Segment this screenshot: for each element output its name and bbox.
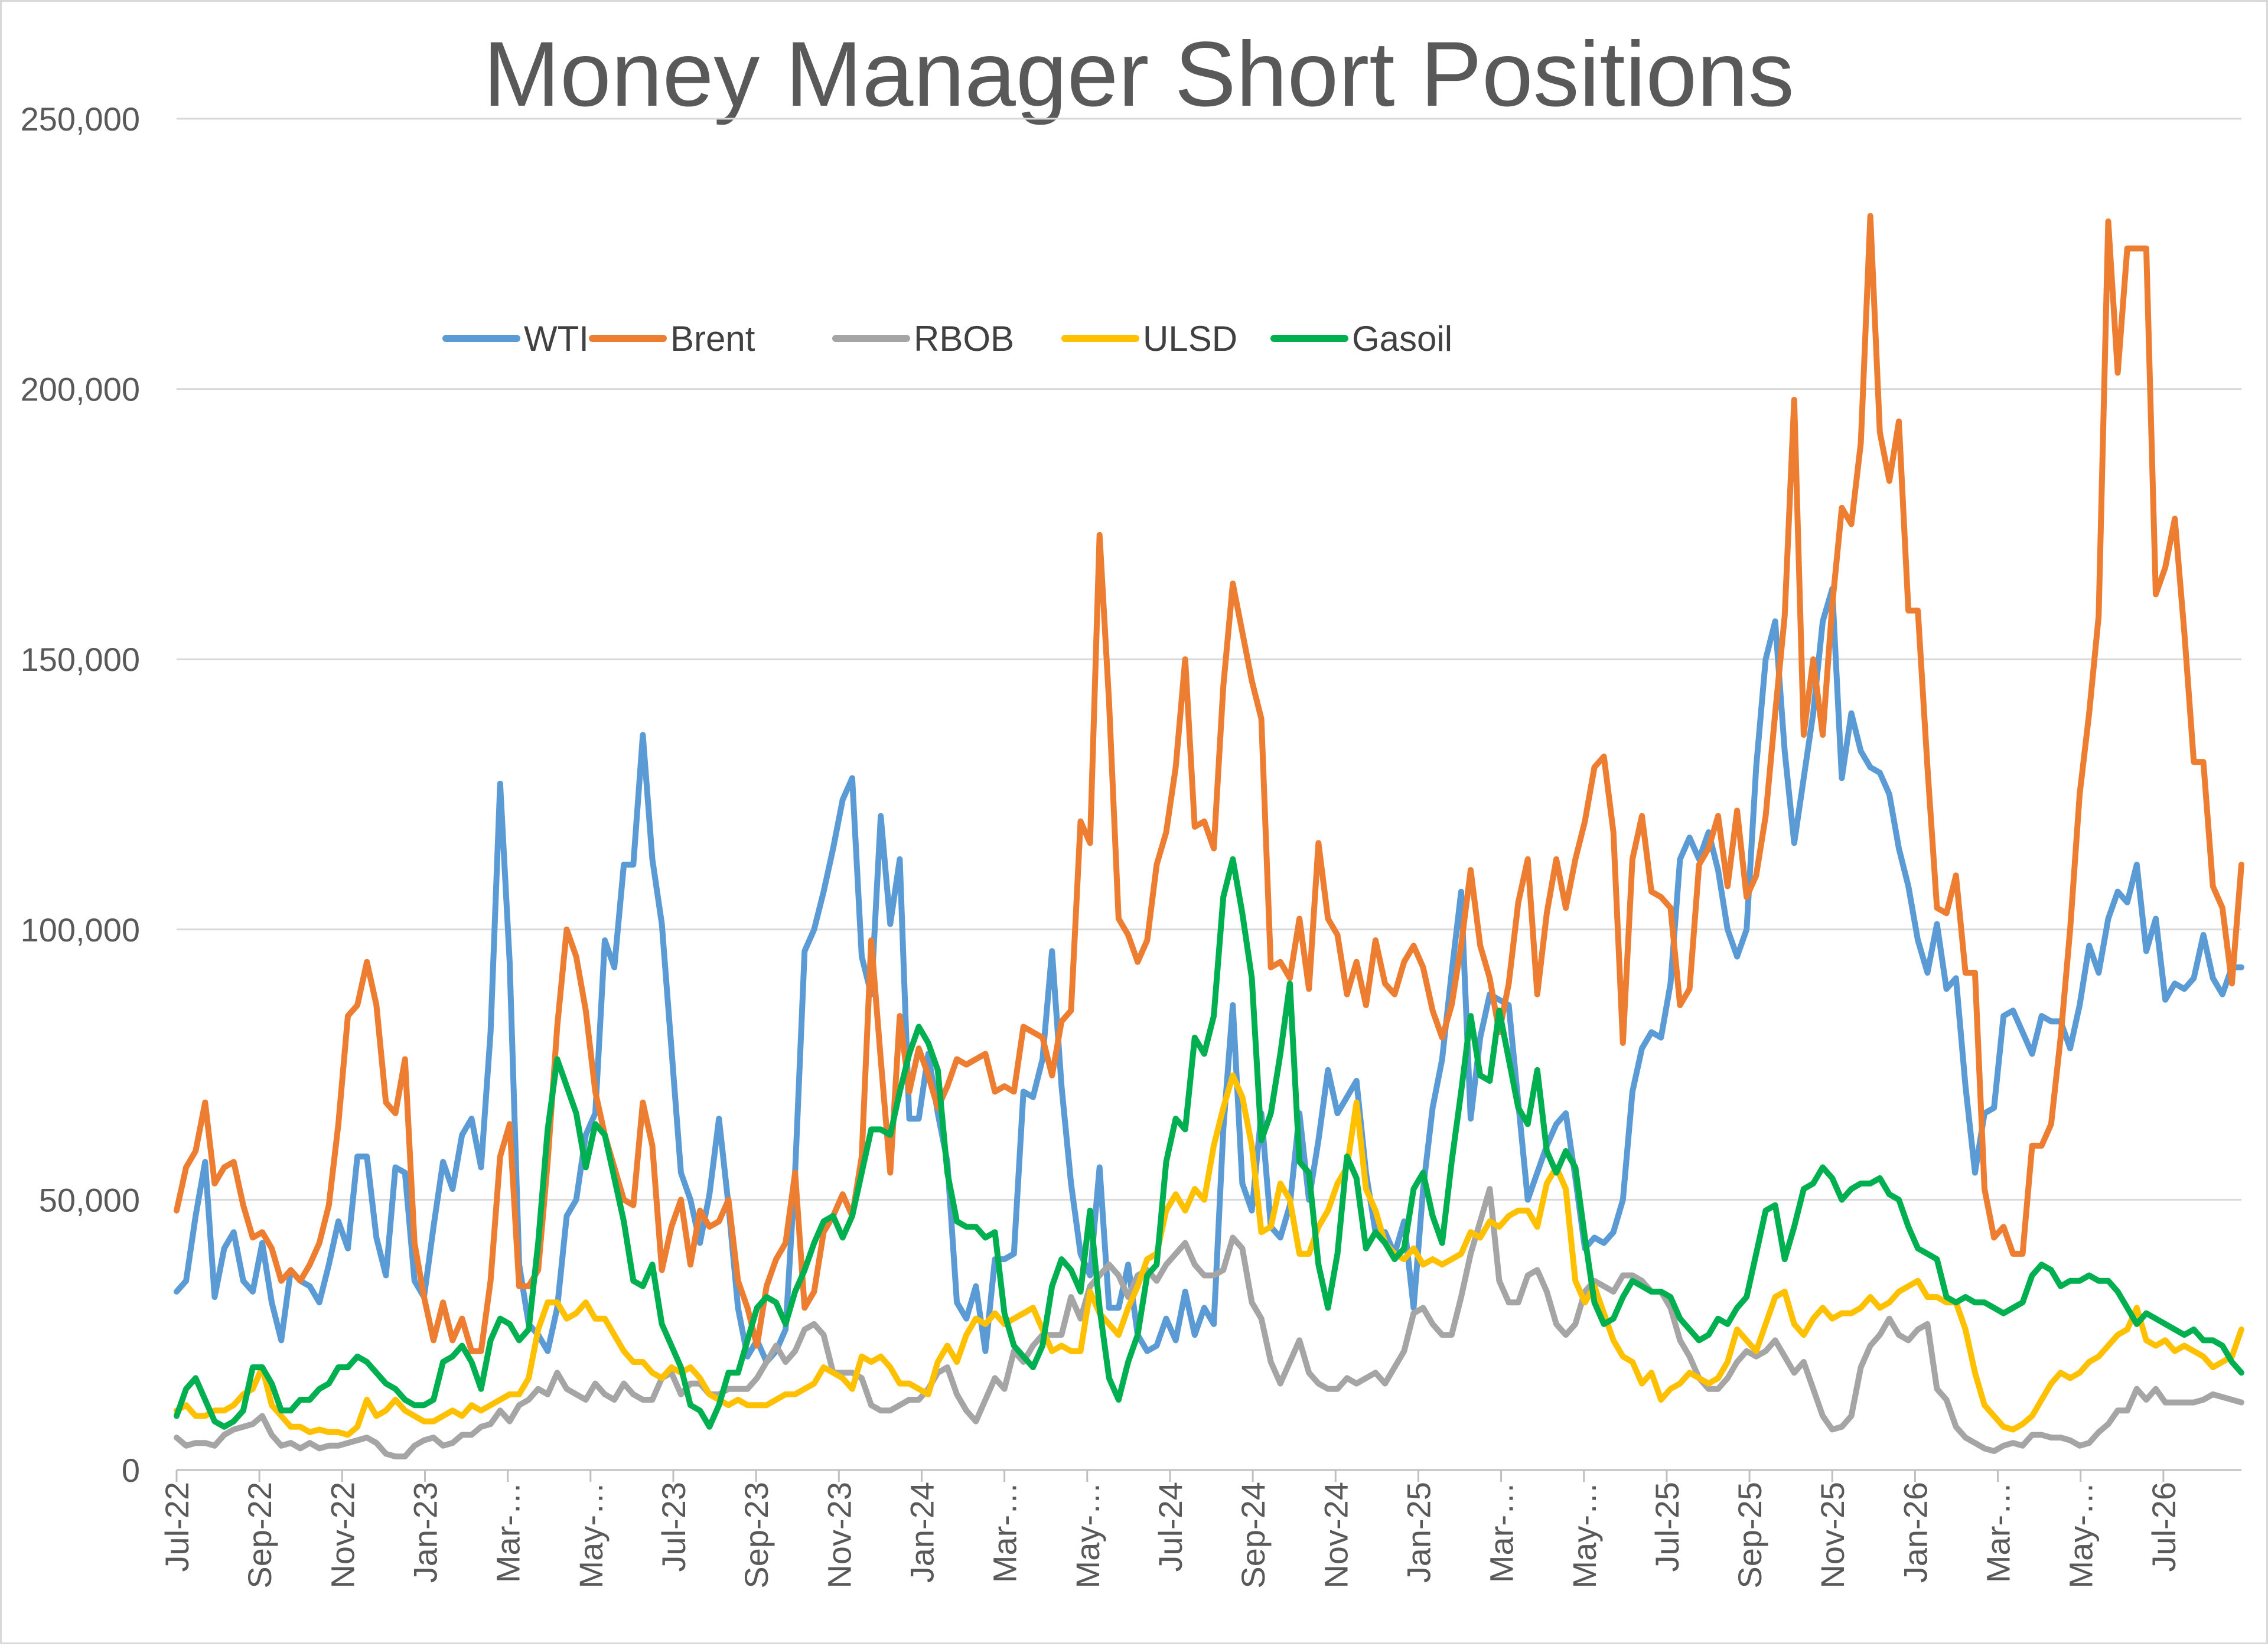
x-tick-label: Mar-… [1980,1482,2017,1583]
legend-label-ulsd: ULSD [1143,319,1237,358]
x-tick-label: Sep-25 [1731,1482,1768,1589]
x-tick-label: Mar-… [1483,1482,1520,1583]
x-tick-label: May-… [572,1482,610,1588]
series-line-brent [174,213,2244,1354]
x-tick-label: Mar-… [490,1482,527,1583]
x-tick-label: Jul-24 [1152,1482,1189,1572]
x-tick-label: May-… [1566,1482,1603,1588]
x-tick-label: May-… [2062,1482,2100,1588]
x-tick-label: Jan-24 [903,1482,940,1583]
series-line-rbob [174,1186,2244,1460]
x-axis: Jul-22 Sep-22 Nov-22 Jan-23 Mar-… May-… Jul-23… [158,1469,2241,1589]
legend-label-gasoil: Gasoil [1352,319,1452,358]
x-tick-label: Nov-24 [1317,1482,1354,1589]
y-tick-label: 250,000 [21,100,140,138]
chart-title: Money Manager Short Positions [483,23,1794,126]
legend-label-brent: Brent [670,319,755,358]
y-tick-label: 0 [122,1452,140,1489]
series-line-gasoil [174,856,2244,1430]
x-tick-label: May-… [1069,1482,1106,1588]
x-tick-label: Jan-26 [1896,1482,1934,1583]
x-tick-label: Jan-23 [406,1482,444,1583]
legend: WTI Brent RBOB ULSD Gasoil [442,319,1452,358]
x-tick-label: Nov-23 [820,1482,858,1589]
series-line-ulsd [174,1072,2244,1438]
y-tick-label: 200,000 [21,371,140,408]
x-tick-label: Jul-25 [1648,1482,1686,1572]
x-tick-label: Jul-23 [655,1482,692,1572]
x-tick-label: Nov-22 [324,1482,361,1589]
legend-label-rbob: RBOB [914,319,1014,358]
x-tick-label: Sep-22 [241,1482,278,1589]
y-tick-label: 50,000 [39,1181,140,1218]
y-axis: 0 50,000 100,000 150,000 200,000 250,000 [21,100,140,1489]
x-tick-label: Jan-25 [1400,1482,1437,1583]
series-line-wti [174,586,2244,1365]
legend-label-wti: WTI [524,319,589,358]
series-lines [174,213,2244,1460]
x-tick-label: Sep-24 [1234,1482,1272,1589]
x-tick-label: Nov-25 [1814,1482,1851,1589]
y-tick-label: 100,000 [21,911,140,949]
x-tick-label: Sep-23 [738,1482,775,1589]
x-tick-label: Jul-26 [2145,1482,2182,1572]
y-tick-label: 150,000 [21,641,140,678]
x-tick-label: Mar-… [986,1482,1024,1583]
x-tick-label: Jul-22 [158,1482,195,1572]
